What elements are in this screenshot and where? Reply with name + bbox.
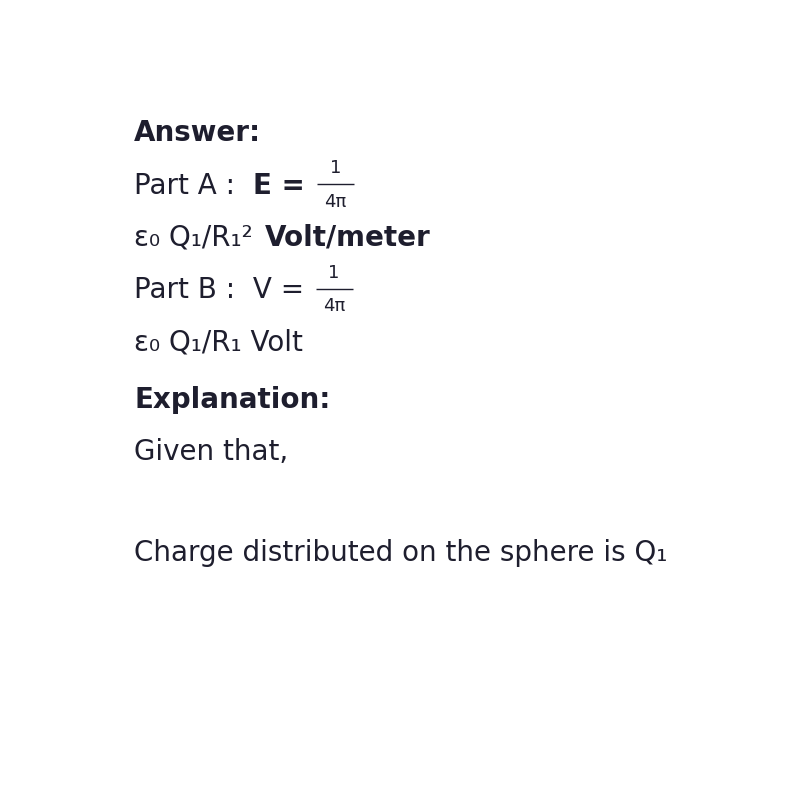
Text: 4π: 4π <box>324 192 346 211</box>
Text: Answer:: Answer: <box>134 119 262 147</box>
Text: ε₀ Q₁/R₁ Volt: ε₀ Q₁/R₁ Volt <box>134 329 303 356</box>
Text: Charge distributed on the sphere is Q₁: Charge distributed on the sphere is Q₁ <box>134 538 667 566</box>
Text: Volt/meter: Volt/meter <box>265 224 430 252</box>
Text: Given that,: Given that, <box>134 438 288 466</box>
Text: E =: E = <box>253 171 314 199</box>
Text: 1: 1 <box>329 264 340 282</box>
Text: 4π: 4π <box>323 297 346 316</box>
Text: Part A :: Part A : <box>134 171 253 199</box>
Text: Part B :  V =: Part B : V = <box>134 276 313 304</box>
Text: 1: 1 <box>330 159 341 177</box>
Text: Explanation:: Explanation: <box>134 385 330 413</box>
Text: ε₀ Q₁/R₁²: ε₀ Q₁/R₁² <box>134 224 262 252</box>
